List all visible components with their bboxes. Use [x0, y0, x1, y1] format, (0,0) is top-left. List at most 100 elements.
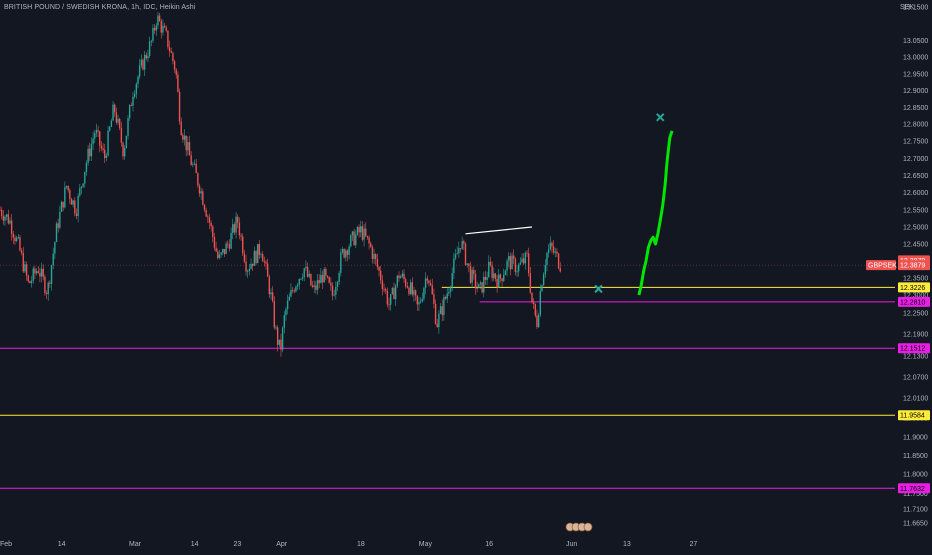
candle-body: [195, 163, 197, 174]
candle-body: [371, 246, 374, 259]
candle-body: [541, 285, 543, 292]
candle-body: [70, 198, 73, 205]
candle-body: [90, 143, 93, 157]
candle-body: [496, 278, 498, 288]
level-price-tag-box: [898, 282, 930, 293]
candle-body: [498, 274, 500, 288]
candle-body: [237, 216, 239, 223]
candle-body: [298, 279, 300, 285]
candle-body: [376, 259, 379, 268]
candle-body: [35, 271, 38, 274]
candle-body: [514, 258, 517, 273]
candle-body: [527, 253, 530, 274]
y-tick-label: 11.9000: [903, 435, 928, 442]
y-tick-label: 13.1500: [903, 5, 928, 12]
level-price-tag-box: [898, 343, 930, 354]
candle-body: [42, 268, 44, 277]
candle-body: [468, 263, 470, 267]
candle-body: [331, 285, 334, 296]
candle-body: [205, 209, 207, 217]
current-price-tag: 12.3879: [900, 263, 925, 270]
candle-body: [381, 280, 384, 290]
candle-body: [32, 268, 34, 281]
candle-body: [37, 271, 39, 273]
y-tick-label: 12.1300: [903, 354, 928, 361]
x-tick-label: 14: [191, 541, 199, 548]
candle-body: [193, 163, 196, 165]
y-tick-label: 12.8000: [903, 122, 928, 129]
candle-body: [436, 323, 438, 328]
candle-body: [173, 61, 176, 70]
y-tick-label: 12.7500: [903, 139, 928, 146]
candle-body: [213, 237, 216, 248]
candle-body: [380, 270, 382, 281]
candle-body: [353, 231, 355, 246]
candle-body: [80, 186, 83, 189]
candle-body: [418, 302, 420, 305]
level-price-tag-box: [898, 483, 930, 494]
candle-body: [375, 254, 377, 260]
candle-body: [320, 274, 322, 284]
candle-body: [503, 275, 505, 281]
candle-body: [247, 271, 249, 272]
candle-body: [142, 59, 144, 70]
level-price-tag: 11.9584: [900, 413, 925, 420]
candle-body: [45, 293, 48, 295]
candle-body: [34, 268, 36, 274]
candle-body: [87, 148, 89, 163]
candle-body: [413, 290, 415, 295]
candle-body: [4, 216, 6, 221]
candle-body: [348, 246, 350, 255]
candle-body: [311, 285, 314, 287]
candle-body: [222, 248, 224, 253]
y-tick-label: 13.0000: [903, 55, 928, 62]
candle-body: [385, 289, 387, 291]
level-price-tag-box: [898, 296, 930, 307]
candle-body: [434, 303, 437, 324]
candle-body: [350, 235, 352, 247]
candle-body: [145, 54, 147, 59]
candle-body: [453, 258, 455, 273]
candle-body: [448, 291, 450, 294]
candle-body: [305, 266, 307, 269]
symbol-tag: GBPSEK: [868, 263, 897, 270]
candle-body: [160, 21, 162, 33]
candle-body: [300, 278, 302, 280]
candle-body: [521, 258, 523, 263]
candle-body: [532, 302, 535, 304]
level-price-tag: 12.1512: [900, 346, 925, 353]
candle-body: [399, 276, 402, 279]
candle-body: [120, 127, 123, 143]
y-tick-label: 12.8500: [903, 105, 928, 112]
candles: [0, 11, 561, 357]
chart-title: BRITISH POUND / SWEDISH KRONA, 1h, IDC, …: [4, 4, 196, 11]
candle-body: [218, 254, 221, 259]
candle-body: [140, 59, 143, 66]
candle-body: [386, 290, 389, 305]
candle-body: [396, 275, 399, 286]
candle-body: [414, 290, 417, 296]
candle-body: [428, 280, 430, 284]
candle-body: [451, 272, 453, 288]
candle-body: [316, 280, 319, 290]
candle-body: [10, 220, 13, 234]
candle-body: [473, 269, 475, 275]
candle-body: [133, 93, 136, 97]
candle-body: [355, 234, 357, 246]
y-tick-label: 12.4500: [903, 242, 928, 249]
candle-body: [489, 261, 492, 266]
candle-body: [524, 252, 527, 264]
candle-body: [488, 261, 490, 278]
candle-body: [406, 286, 409, 288]
candle-body: [484, 276, 487, 280]
candle-body: [411, 282, 413, 295]
candle-body: [39, 272, 41, 277]
candle-body: [137, 76, 139, 84]
candle-body: [529, 273, 532, 293]
candle-body: [245, 261, 247, 272]
candle-body: [153, 28, 156, 31]
candle-body: [125, 135, 128, 149]
candle-body: [506, 260, 508, 271]
